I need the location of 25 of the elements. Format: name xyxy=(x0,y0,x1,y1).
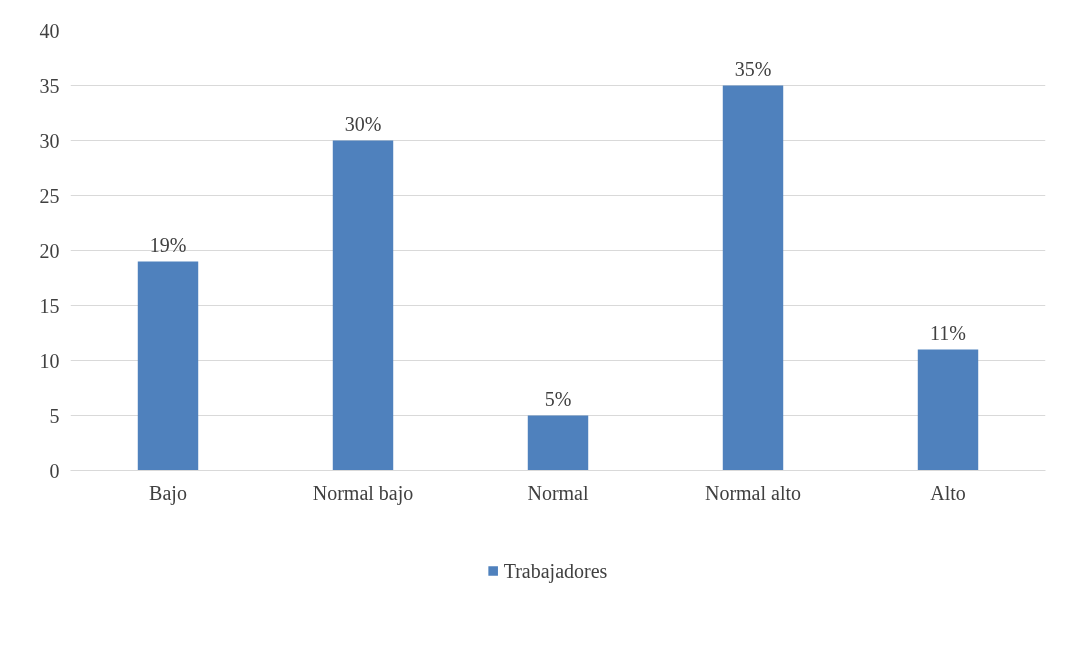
x-tick-label: Normal alto xyxy=(704,481,802,504)
y-tick-label: 25 xyxy=(39,184,60,207)
y-tick-label: 20 xyxy=(39,239,60,262)
y-tick-label: 40 xyxy=(39,19,60,42)
data-label: 35% xyxy=(734,57,772,80)
y-tick-label: 5 xyxy=(49,404,60,427)
x-tick-label: Bajo xyxy=(149,481,187,505)
y-tick-label: 30 xyxy=(39,129,60,152)
data-label: 19% xyxy=(149,233,187,256)
y-tick-label: 15 xyxy=(39,294,60,317)
data-label: 5% xyxy=(544,387,572,410)
x-tick-label: Normal xyxy=(527,481,589,504)
data-label: 11% xyxy=(930,321,966,344)
y-tick-label: 10 xyxy=(39,349,60,372)
y-tick-label: 0 xyxy=(49,459,60,482)
bar xyxy=(332,140,394,471)
x-tick-label: Normal bajo xyxy=(312,481,414,505)
data-label: 30% xyxy=(344,112,382,135)
y-tick-label: 35 xyxy=(39,74,60,97)
x-tick-label: Alto xyxy=(930,481,966,504)
bar xyxy=(527,415,589,471)
bar xyxy=(722,85,784,471)
bar xyxy=(917,349,979,471)
legend-label: Trabajadores xyxy=(503,559,608,583)
bar xyxy=(137,261,199,471)
